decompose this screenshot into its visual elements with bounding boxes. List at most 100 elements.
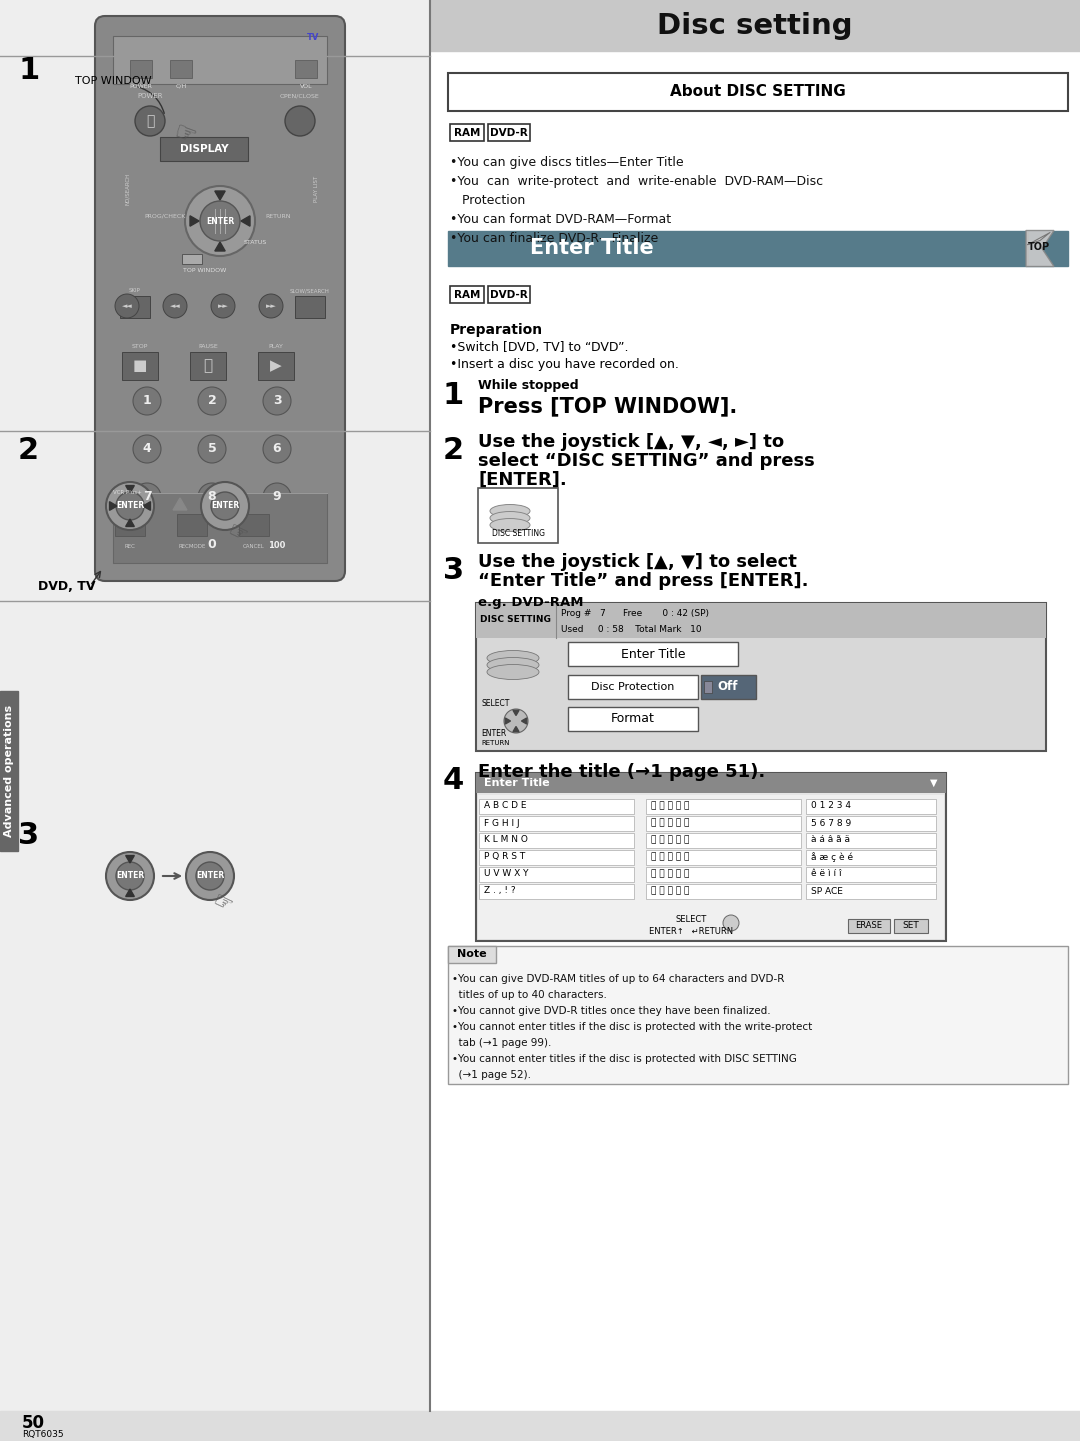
Text: ENTER: ENTER: [195, 872, 225, 880]
Text: さ し す せ そ: さ し す せ そ: [651, 836, 689, 844]
Text: 7: 7: [143, 490, 151, 503]
Bar: [480, 850, 634, 865]
Bar: [448, 73, 1068, 111]
Bar: [430, 0, 1080, 1411]
Bar: [448, 231, 1068, 267]
Text: SET: SET: [903, 921, 919, 931]
Text: à á â ã ä: à á â ã ä: [811, 836, 850, 844]
Bar: [646, 867, 801, 882]
Bar: [448, 945, 496, 963]
Text: 9: 9: [272, 490, 281, 503]
Text: •You can give discs titles—Enter Title: •You can give discs titles—Enter Title: [450, 156, 684, 169]
Text: ENTER: ENTER: [116, 501, 144, 510]
Text: tab (→1 page 99).: tab (→1 page 99).: [453, 1038, 552, 1048]
Text: ☞: ☞: [208, 891, 235, 918]
Text: Enter Title: Enter Title: [621, 647, 685, 660]
Bar: [646, 850, 801, 865]
Text: TV: TV: [307, 33, 320, 42]
Text: 4: 4: [143, 442, 151, 455]
Text: ■: ■: [133, 359, 147, 373]
Text: •Switch [DVD, TV] to “DVD”.: •Switch [DVD, TV] to “DVD”.: [450, 342, 629, 354]
Ellipse shape: [490, 512, 530, 525]
Bar: [295, 61, 318, 78]
Bar: [239, 514, 269, 536]
Circle shape: [264, 435, 291, 463]
Bar: [894, 919, 928, 932]
Circle shape: [133, 435, 161, 463]
Text: 5: 5: [207, 442, 216, 455]
Text: Used     0 : 58    Total Mark   10: Used 0 : 58 Total Mark 10: [561, 624, 702, 634]
Bar: [476, 602, 1047, 751]
Circle shape: [264, 530, 291, 559]
Ellipse shape: [490, 519, 530, 532]
Text: 2: 2: [207, 395, 216, 408]
Bar: [258, 352, 294, 380]
Bar: [177, 514, 207, 536]
Polygon shape: [1026, 231, 1054, 267]
Bar: [646, 798, 801, 814]
Circle shape: [198, 483, 226, 512]
Text: •You can format DVD-RAM—Format: •You can format DVD-RAM—Format: [450, 213, 671, 226]
Text: 1: 1: [443, 380, 464, 411]
Bar: [646, 883, 801, 899]
Bar: [701, 674, 756, 699]
Circle shape: [200, 200, 240, 241]
Bar: [295, 295, 325, 318]
Text: OPEN/CLOSE: OPEN/CLOSE: [280, 94, 320, 98]
Bar: [646, 816, 801, 831]
Polygon shape: [1028, 232, 1050, 245]
Circle shape: [106, 481, 154, 530]
Text: CANCEL: CANCEL: [243, 543, 265, 549]
Bar: [848, 919, 890, 932]
Circle shape: [211, 294, 235, 318]
Text: (→1 page 52).: (→1 page 52).: [453, 1071, 531, 1079]
Text: 3: 3: [18, 821, 39, 850]
Text: select “DISC SETTING” and press: select “DISC SETTING” and press: [478, 452, 814, 470]
Circle shape: [504, 709, 528, 733]
Text: •You  can  write-protect  and  write-enable  DVD-RAM—Disc: •You can write-protect and write-enable …: [450, 174, 823, 187]
Text: Off: Off: [718, 680, 739, 693]
Text: 2: 2: [443, 437, 464, 465]
Text: Enter the title (→1 page 51).: Enter the title (→1 page 51).: [478, 762, 766, 781]
Text: A B C D E: A B C D E: [484, 801, 527, 810]
Ellipse shape: [487, 664, 539, 680]
Text: ENTER: ENTER: [481, 729, 507, 738]
Text: RAM: RAM: [454, 290, 481, 300]
Text: ▶: ▶: [270, 359, 282, 373]
Bar: [478, 795, 944, 940]
Text: 100: 100: [268, 540, 286, 549]
Text: 50: 50: [22, 1414, 45, 1432]
Text: PROG/CHECK: PROG/CHECK: [145, 213, 186, 219]
Bar: [488, 124, 530, 141]
Ellipse shape: [487, 650, 539, 666]
Text: RECMODE: RECMODE: [178, 543, 205, 549]
Bar: [170, 61, 192, 78]
Circle shape: [198, 435, 226, 463]
Bar: [0, 0, 430, 1411]
Text: Disc setting: Disc setting: [658, 12, 853, 40]
Text: 1: 1: [18, 56, 39, 85]
Bar: [806, 816, 936, 831]
Text: Use the joystick [▲, ▼, ◄, ►] to: Use the joystick [▲, ▼, ◄, ►] to: [478, 432, 784, 451]
Text: [ENTER].: [ENTER].: [478, 471, 567, 488]
Text: å æ ç è é: å æ ç è é: [811, 852, 853, 862]
Text: 4: 4: [443, 767, 464, 795]
Text: 3: 3: [272, 395, 281, 408]
Text: ê ë ì í î: ê ë ì í î: [811, 869, 841, 879]
Bar: [480, 833, 634, 847]
Circle shape: [114, 294, 139, 318]
Circle shape: [259, 294, 283, 318]
Text: ►►: ►►: [218, 303, 228, 308]
Circle shape: [201, 481, 249, 530]
Circle shape: [135, 107, 165, 135]
Text: ◄◄: ◄◄: [170, 303, 180, 308]
Text: REC: REC: [124, 543, 135, 549]
Text: Protection: Protection: [450, 195, 525, 208]
Text: •You cannot enter titles if the disc is protected with the write-protect: •You cannot enter titles if the disc is …: [453, 1022, 812, 1032]
Bar: [480, 816, 634, 831]
Bar: [568, 674, 698, 699]
Text: ☞: ☞: [171, 121, 200, 151]
Text: TOP WINDOW: TOP WINDOW: [184, 268, 227, 274]
Text: POWER: POWER: [130, 84, 152, 88]
Text: あ い う え お: あ い う え お: [651, 801, 689, 810]
